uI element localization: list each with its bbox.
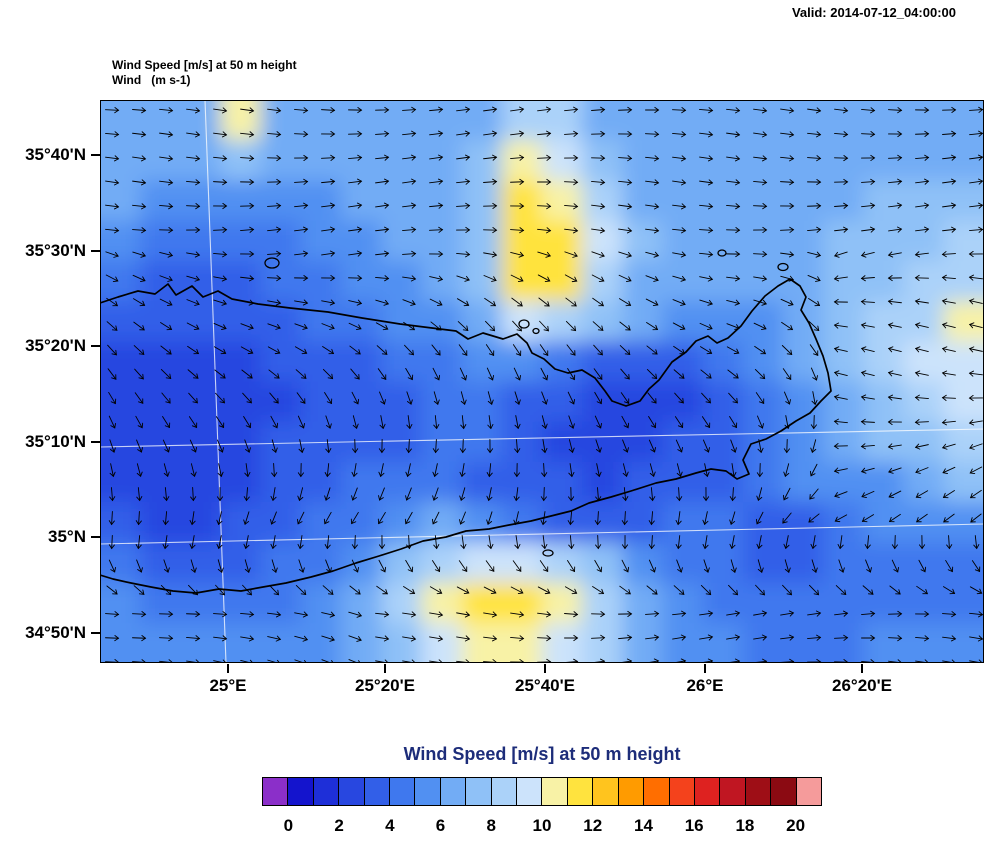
plot-title-line2: Wind (m s-1) (112, 73, 191, 87)
x-axis-label: 25°40'E (515, 676, 575, 695)
y-axis-tick (91, 154, 100, 156)
x-axis-tick (384, 664, 386, 673)
colorbar-cell (567, 778, 594, 805)
colorbar-cell (644, 778, 670, 805)
y-axis-tick (91, 345, 100, 348)
y-axis-tick (91, 632, 100, 634)
colorbar-cell (263, 778, 289, 805)
y-axis-label: 35°40'N (25, 145, 86, 164)
colorbar-cell (796, 778, 821, 805)
colorbar-tick-label: 8 (486, 816, 496, 835)
y-axis-tick (91, 440, 100, 443)
colorbar-cell (542, 778, 568, 805)
y-axis-label: 34°50'N (25, 623, 86, 642)
valid-time-label: Valid: 2014-07-12_04:00:00 (791, 5, 956, 20)
colorbar-tick-label: 18 (735, 816, 755, 835)
colorbar-cell (618, 778, 645, 805)
colorbar-tick-label: 12 (583, 816, 603, 835)
x-axis-tick (227, 664, 229, 673)
y-axis-tick (91, 536, 100, 539)
colorbar-tick-label: 10 (532, 816, 552, 835)
colorbar-cell (491, 778, 518, 805)
colorbar-cell (720, 778, 746, 805)
colorbar-tick-label: 14 (633, 816, 653, 835)
x-axis-label: 25°20'E (355, 676, 415, 695)
colorbar-tick-label: 16 (684, 816, 704, 835)
colorbar-tick-label: 20 (786, 816, 806, 835)
y-axis-label: 35°30'N (25, 240, 86, 260)
colorbar-title: Wind Speed [m/s] at 50 m height (403, 744, 681, 764)
y-axis-label: 35°10'N (25, 431, 86, 451)
wind-speed-map (100, 100, 984, 663)
colorbar-cell (466, 778, 492, 805)
colorbar-cell (745, 778, 772, 805)
x-axis-tick (544, 664, 546, 673)
colorbar-cell (440, 778, 467, 805)
colorbar-cell (771, 778, 797, 805)
plot-title-line1: Wind Speed [m/s] at 50 m height (112, 58, 297, 72)
x-axis-tick (704, 664, 706, 673)
colorbar-cell (694, 778, 721, 805)
y-axis-tick (91, 249, 100, 252)
colorbar-cell (288, 778, 314, 805)
colorbar-tick-label: 2 (334, 816, 344, 835)
colorbar-tick-label: 6 (435, 816, 446, 835)
y-axis-label: 35°20'N (25, 336, 86, 356)
x-axis-label: 26°20'E (832, 676, 892, 695)
colorbar-tick-label: 4 (385, 816, 395, 835)
colorbar-cell (415, 778, 441, 805)
colorbar-cell (517, 778, 543, 805)
colorbar (262, 777, 822, 806)
x-axis-label: 25°E (209, 676, 247, 695)
y-axis-label: 35°N (48, 527, 86, 547)
colorbar-cell (364, 778, 391, 805)
colorbar-cell (669, 778, 695, 805)
colorbar-cell (593, 778, 619, 805)
colorbar-cell (313, 778, 340, 805)
x-axis-label: 26°E (686, 676, 724, 695)
colorbar-cell (339, 778, 365, 805)
x-axis-tick (861, 664, 863, 673)
colorbar-tick-label: 0 (283, 816, 294, 835)
colorbar-cell (390, 778, 416, 805)
